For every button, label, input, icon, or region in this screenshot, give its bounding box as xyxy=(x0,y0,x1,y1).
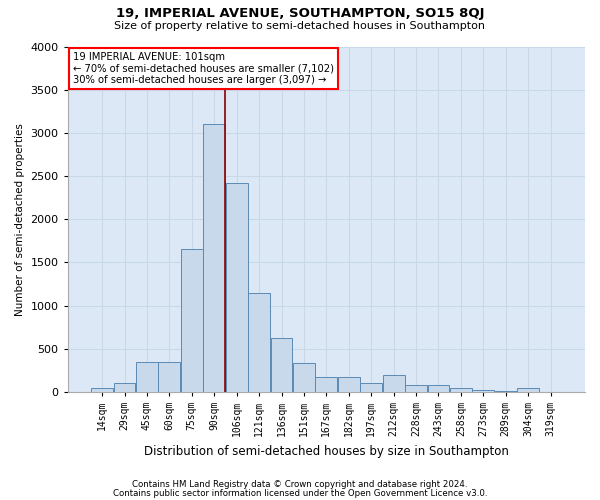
Text: Size of property relative to semi-detached houses in Southampton: Size of property relative to semi-detach… xyxy=(115,21,485,31)
Bar xyxy=(136,362,158,392)
Bar xyxy=(428,385,449,392)
Bar xyxy=(113,384,136,392)
Text: Contains public sector information licensed under the Open Government Licence v3: Contains public sector information licen… xyxy=(113,488,487,498)
Bar xyxy=(248,292,270,392)
Bar xyxy=(316,377,337,392)
Text: 19 IMPERIAL AVENUE: 101sqm
← 70% of semi-detached houses are smaller (7,102)
30%: 19 IMPERIAL AVENUE: 101sqm ← 70% of semi… xyxy=(73,52,334,85)
Text: 19, IMPERIAL AVENUE, SOUTHAMPTON, SO15 8QJ: 19, IMPERIAL AVENUE, SOUTHAMPTON, SO15 8… xyxy=(116,8,484,20)
Bar xyxy=(226,183,248,392)
X-axis label: Distribution of semi-detached houses by size in Southampton: Distribution of semi-detached houses by … xyxy=(144,444,509,458)
Bar xyxy=(181,250,203,392)
Bar xyxy=(338,377,359,392)
Bar xyxy=(361,384,382,392)
Bar xyxy=(517,388,539,392)
Bar xyxy=(271,338,292,392)
Bar xyxy=(450,388,472,392)
Bar xyxy=(203,124,225,392)
Bar xyxy=(383,374,404,392)
Bar xyxy=(472,390,494,392)
Bar xyxy=(405,385,427,392)
Bar xyxy=(91,388,113,392)
Bar xyxy=(158,362,180,392)
Y-axis label: Number of semi-detached properties: Number of semi-detached properties xyxy=(15,123,25,316)
Bar xyxy=(293,364,315,392)
Text: Contains HM Land Registry data © Crown copyright and database right 2024.: Contains HM Land Registry data © Crown c… xyxy=(132,480,468,489)
